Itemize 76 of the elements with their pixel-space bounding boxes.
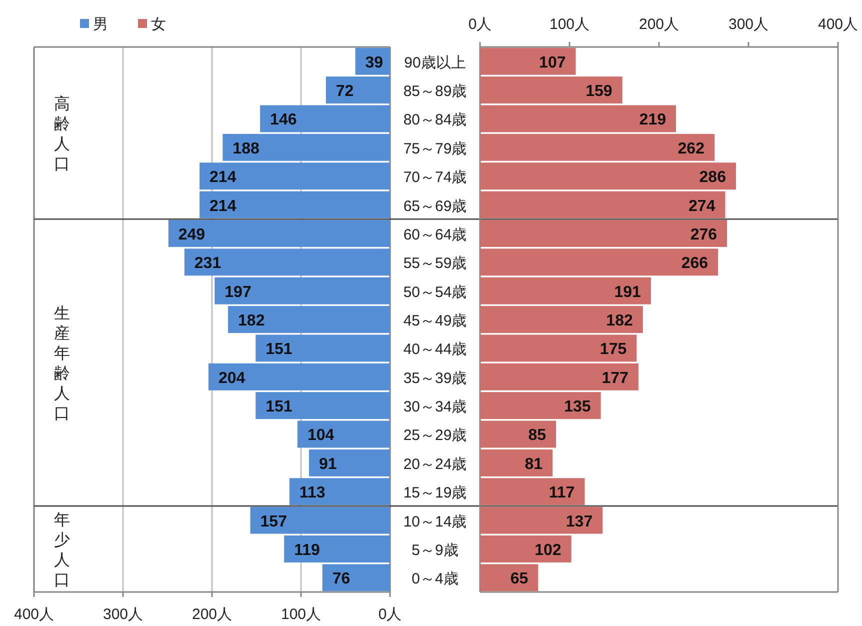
data-label: 117: [548, 484, 575, 502]
data-label: 113: [299, 484, 326, 502]
y-tick-label: 10～14歳: [403, 513, 467, 530]
data-label: 266: [681, 255, 708, 272]
x-tick-label: 0人: [468, 16, 492, 33]
x-tick-label: 400人: [818, 16, 858, 33]
data-label: 214: [210, 198, 236, 215]
data-label: 197: [224, 284, 252, 301]
data-label: 219: [639, 112, 666, 129]
y-tick-label: 75～79歳: [403, 140, 467, 158]
y-tick-label: 25～29歳: [403, 427, 467, 444]
y-tick-label: 20～24歳: [403, 456, 467, 473]
y-tick-label: 90歳以上: [404, 54, 466, 72]
y-tick-label: 40～44歳: [403, 341, 467, 358]
data-label: 107: [539, 54, 566, 72]
data-label: 151: [266, 341, 292, 358]
data-label: 157: [260, 513, 288, 530]
data-label: 188: [232, 140, 260, 158]
bar: [480, 191, 726, 218]
x-tick-label: 200人: [638, 16, 680, 33]
data-label: 81: [524, 456, 543, 473]
data-label: 151: [266, 398, 292, 416]
y-tick-label: 50～54歳: [403, 284, 467, 301]
y-tick-label: 0～4歳: [412, 570, 458, 588]
data-label: 175: [600, 341, 627, 358]
y-tick-label: 15～19歳: [403, 484, 467, 502]
y-tick-label: 65～69歳: [403, 198, 467, 215]
data-label: 231: [194, 255, 222, 272]
y-tick-label: 55～59歳: [403, 255, 467, 272]
x-tick-label: 100人: [280, 606, 322, 623]
data-label: 72: [336, 83, 354, 100]
data-label: 39: [365, 54, 384, 72]
bar: [480, 420, 556, 448]
bar: [200, 191, 390, 218]
data-label: 249: [178, 226, 206, 244]
data-label: 119: [294, 542, 320, 559]
legend-label: 女: [151, 16, 166, 33]
data-label: 135: [564, 398, 591, 416]
data-label: 104: [307, 427, 334, 444]
y-tick-label: 45～49歳: [403, 312, 467, 330]
annotation: 高齢人口: [54, 95, 70, 174]
data-label: 182: [238, 312, 265, 330]
data-label: 76: [332, 570, 350, 588]
annotation: 年少人口: [54, 512, 70, 589]
x-tick-label: 400人: [14, 606, 54, 623]
data-label: 85: [528, 427, 546, 444]
data-label: 191: [614, 284, 642, 301]
data-label: 274: [688, 198, 716, 215]
data-label: 159: [586, 83, 612, 100]
data-label: 146: [270, 112, 297, 129]
data-label: 214: [210, 169, 236, 186]
annotation: 生産年齢人口: [54, 304, 70, 423]
data-label: 91: [319, 456, 337, 473]
x-tick-label: 100人: [549, 16, 590, 33]
data-label: 276: [690, 226, 718, 244]
data-label: 65: [510, 570, 528, 588]
y-tick-label: 85～89歳: [403, 83, 467, 100]
y-tick-label: 5～9歳: [412, 542, 458, 559]
y-tick-label: 30～34歳: [403, 398, 467, 416]
data-label: 177: [602, 370, 629, 387]
x-tick-label: 200人: [192, 606, 232, 623]
data-label: 204: [218, 370, 246, 387]
data-label: 182: [606, 312, 633, 330]
data-label: 262: [678, 140, 705, 158]
x-tick-label: 300人: [728, 16, 769, 33]
y-tick-label: 70～74歳: [403, 169, 467, 186]
data-label: 102: [534, 542, 562, 559]
y-tick-label: 35～39歳: [403, 370, 467, 387]
x-tick-label: 300人: [102, 606, 144, 623]
legend-label: 男: [93, 16, 108, 33]
y-tick-label: 80～84歳: [403, 112, 467, 129]
data-label: 137: [566, 513, 593, 530]
data-label: 286: [699, 169, 726, 186]
y-tick-label: 60～64歳: [403, 226, 467, 244]
bar: [297, 420, 390, 448]
x-tick-label: 0人: [378, 606, 402, 623]
